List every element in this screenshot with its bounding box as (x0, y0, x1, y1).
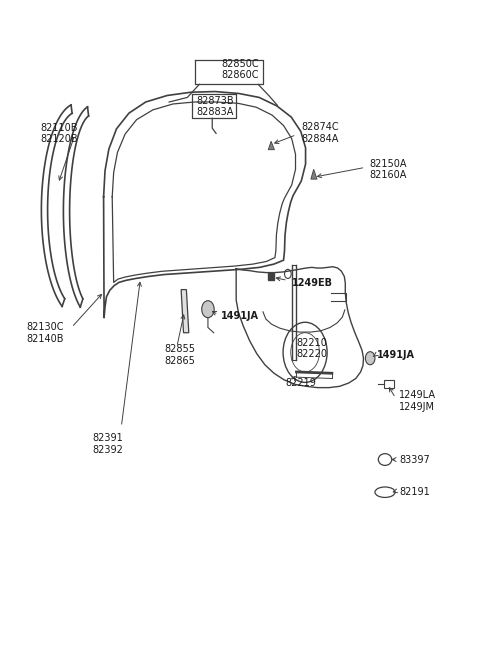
Polygon shape (181, 290, 189, 333)
Text: 1491JA: 1491JA (377, 350, 415, 360)
Polygon shape (311, 170, 317, 179)
Text: 82110B
82120B: 82110B 82120B (40, 122, 78, 144)
Text: 82391
82392: 82391 82392 (93, 433, 123, 455)
Circle shape (202, 301, 214, 318)
Text: 82191: 82191 (399, 487, 430, 497)
Text: 1249EB: 1249EB (292, 278, 333, 288)
Text: 82855
82865: 82855 82865 (164, 344, 195, 365)
Text: 82210
82220: 82210 82220 (296, 337, 327, 359)
Text: 82874C
82884A: 82874C 82884A (301, 122, 339, 143)
Bar (268, 273, 274, 280)
Bar (384, 381, 394, 388)
Polygon shape (268, 141, 275, 150)
Text: 82130C
82140B: 82130C 82140B (26, 322, 63, 343)
Text: 1249LA
1249JM: 1249LA 1249JM (399, 390, 436, 411)
Text: 83397: 83397 (399, 455, 430, 464)
Text: 82850C
82860C: 82850C 82860C (221, 58, 259, 80)
Text: 82219: 82219 (286, 378, 316, 388)
Text: 82873B
82883A: 82873B 82883A (196, 96, 234, 117)
Circle shape (365, 352, 375, 365)
Text: 82150A
82160A: 82150A 82160A (369, 159, 407, 180)
Text: 1491JA: 1491JA (221, 310, 259, 321)
